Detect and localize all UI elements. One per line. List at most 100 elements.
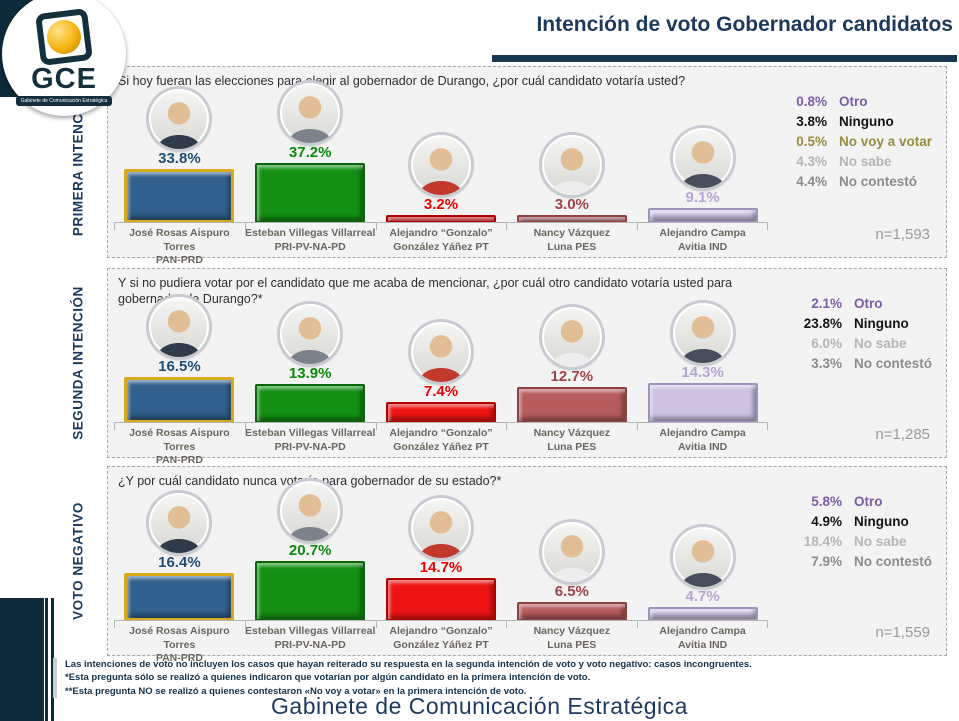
bar — [647, 383, 758, 423]
footnote: *Esta pregunta sólo se realizó a quienes… — [65, 672, 591, 684]
footnote: **Esta pregunta NO se realizó a quienes … — [65, 685, 527, 697]
candidate-column: 14.7% — [376, 497, 507, 621]
easel-stand-line-right — [51, 598, 54, 721]
brand-wordmark: Gabinete de Comunicación Estratégica — [271, 693, 688, 719]
section-primera-intencion: PRIMERA INTENCIÓN Si hoy fueran las elec… — [71, 66, 947, 266]
candidate-names-row: José Rosas Aispuro Torres PAN-PRD Esteban… — [114, 422, 768, 466]
candidate-column: 7.4% — [376, 321, 507, 423]
candidate-photo — [541, 134, 602, 195]
other-responses: 5.8% Otro 4.9% Ninguno 18.4% No sabe 7.9% No… — [794, 493, 932, 572]
bar — [516, 387, 627, 423]
candidate-name: Nancy Vázquez Luna PES — [506, 621, 637, 655]
candidate-name: Nancy Vázquez Luna PES — [506, 223, 637, 257]
bar — [124, 377, 235, 423]
candidate-column: 3.0% — [506, 134, 637, 223]
stat-row: 18.4% No sabe — [803, 533, 907, 549]
candidate-column: 13.9% — [245, 303, 376, 423]
footnote: Las intenciones de voto no incluyen los … — [65, 659, 752, 670]
other-responses: 0.8% Otro 3.8% Ninguno 0.5% No voy a votar … — [779, 93, 932, 191]
bar — [255, 384, 366, 423]
percentage-label: 33.8% — [158, 149, 201, 167]
candidate-name: Esteban Villegas Villarreal PRI-PV-NA-PD — [244, 223, 376, 257]
gce-logo-acronym: GCE — [31, 62, 97, 95]
section-segunda-intencion: SEGUNDA INTENCIÓN Y si no pudiera votar … — [71, 268, 947, 466]
percentage-label: 6.5% — [554, 582, 589, 600]
candidate-names-row: José Rosas Aispuro Torres PAN-PRD Esteban… — [114, 620, 768, 664]
candidate-photo — [541, 306, 602, 367]
sample-size: n=1,593 — [875, 226, 930, 243]
candidate-photo — [280, 480, 341, 541]
stat-row: 0.5% No voy a votar — [796, 133, 932, 149]
sample-size: n=1,285 — [875, 426, 930, 443]
percentage-label: 14.7% — [419, 558, 463, 576]
bar — [647, 208, 758, 223]
candidate-name: Alejandro Campa Avitia IND — [637, 223, 768, 257]
percentage-label: 16.5% — [158, 357, 201, 375]
stat-row: 7.9% No contestó — [811, 553, 932, 569]
candidate-name: Alejandro “Gonzalo” González Yáñez PT — [375, 423, 507, 457]
stat-row: 4.3% No sabe — [796, 153, 892, 169]
percentage-label: 14.3% — [681, 363, 724, 381]
gce-logo: GCE Gabinete de Comunicación Estratégica — [2, 0, 126, 116]
stat-row: 23.8% Ninguno — [803, 315, 909, 331]
stat-row: 3.3% No contestó — [811, 355, 932, 371]
bar-chart: 33.8% 37.2% 3.2% 3.0 — [114, 69, 768, 223]
bar-chart: 16.4% 20.7% 14.7% 6. — [114, 469, 768, 621]
candidate-column: 12.7% — [506, 306, 637, 423]
percentage-label: 3.2% — [423, 195, 459, 213]
percentage-label: 7.4% — [423, 382, 459, 400]
stat-row: 5.8% Otro — [811, 494, 883, 509]
candidate-photo — [672, 302, 733, 363]
stat-row: 2.1% Otro — [811, 296, 883, 311]
stat-row: 3.8% Ninguno — [796, 113, 894, 129]
candidate-name: Alejandro Campa Avitia IND — [637, 621, 768, 655]
candidate-photo — [149, 88, 210, 149]
candidate-name: José Rosas Aispuro Torres PAN-PRD — [114, 423, 245, 466]
candidate-name: Alejandro “Gonzalo” González Yáñez PT — [375, 621, 507, 655]
percentage-label: 4.7% — [685, 587, 720, 605]
candidate-name: José Rosas Aispuro Torres PAN-PRD — [114, 223, 245, 266]
bar — [124, 169, 235, 223]
percentage-label: 3.0% — [554, 195, 589, 213]
title-underline — [492, 55, 957, 62]
percentage-label: 12.7% — [550, 367, 594, 385]
stat-row: 4.4% No contestó — [796, 173, 917, 189]
question-text: Si hoy fueran las elecciones para elegir… — [118, 74, 686, 88]
candidate-column: 33.8% — [114, 88, 245, 223]
section-label: SEGUNDA INTENCIÓN — [70, 286, 86, 440]
candidate-photo — [672, 127, 733, 188]
gce-logo-subtitle: Gabinete de Comunicación Estratégica — [15, 95, 113, 106]
bar — [647, 607, 758, 621]
bar — [124, 573, 235, 621]
candidate-column: 16.5% — [114, 296, 245, 423]
candidate-photo — [280, 303, 341, 364]
candidate-name: Alejandro “Gonzalo” González Yáñez PT — [375, 223, 507, 257]
candidate-photo — [672, 526, 733, 587]
candidate-name: Alejandro Campa Avitia IND — [637, 423, 768, 457]
candidate-photo — [149, 492, 210, 553]
percentage-label: 13.9% — [288, 364, 332, 382]
stat-row: 4.9% Ninguno — [811, 513, 909, 529]
candidate-photo — [541, 521, 602, 582]
candidate-column: 6.5% — [506, 521, 637, 621]
candidate-column: 9.1% — [637, 127, 768, 223]
percentage-label: 20.7% — [288, 541, 332, 559]
candidate-photo — [410, 321, 471, 382]
gce-logo-ball-icon — [45, 17, 83, 56]
bar — [385, 578, 496, 621]
candidate-photo — [149, 296, 210, 357]
candidate-column: 16.4% — [114, 492, 245, 621]
bar — [516, 602, 627, 621]
candidate-name: Esteban Villegas Villarreal PRI-PV-NA-PD — [244, 423, 376, 457]
candidate-column: 14.3% — [637, 302, 768, 423]
bar — [255, 561, 366, 621]
candidate-photo — [410, 497, 471, 558]
sample-size: n=1,559 — [875, 624, 930, 641]
bar — [385, 402, 496, 423]
candidate-name: José Rosas Aispuro Torres PAN-PRD — [114, 621, 245, 664]
bar-chart: 16.5% 13.9% 7.4% 12. — [114, 271, 768, 423]
candidate-photo — [410, 134, 471, 195]
candidate-photo — [280, 82, 341, 143]
stat-row: 0.8% Otro — [796, 94, 868, 109]
footnotes: Las intenciones de voto no incluyen los … — [53, 658, 865, 698]
